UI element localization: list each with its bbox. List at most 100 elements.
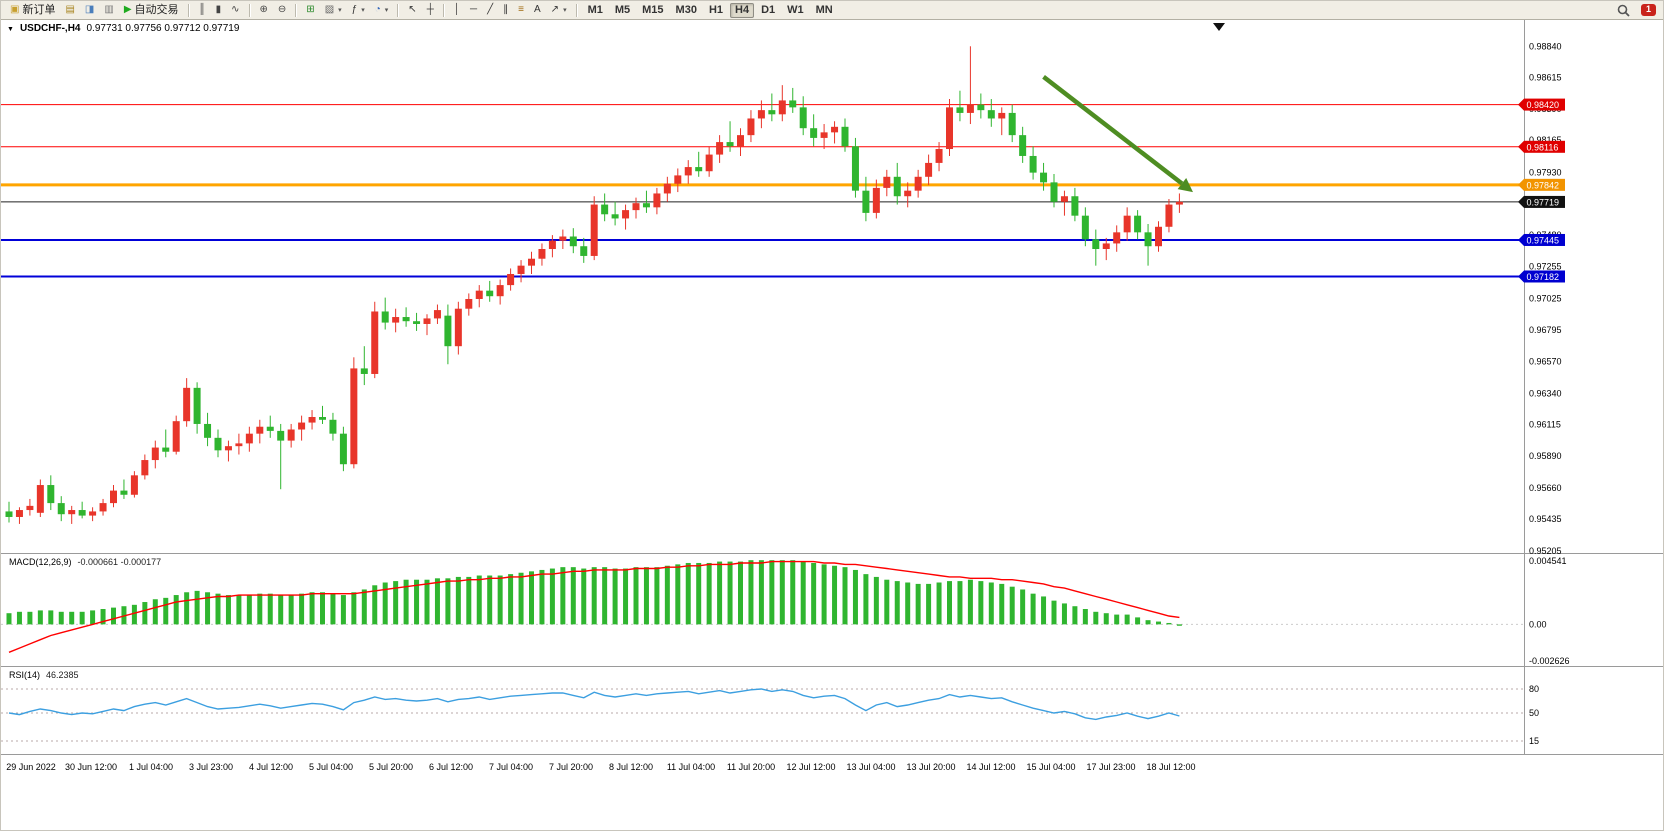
expand-icon[interactable]: ▼ — [7, 26, 14, 33]
svg-text:8 Jul 12:00: 8 Jul 12:00 — [609, 762, 653, 772]
timeframe-m5-button-label: M5 — [614, 3, 631, 16]
vertical-line-icon: │ — [453, 4, 461, 15]
toolbar-separator — [248, 3, 251, 17]
svg-text:5 Jul 20:00: 5 Jul 20:00 — [369, 762, 413, 772]
svg-text:0.98420: 0.98420 — [1527, 100, 1560, 110]
svg-text:0.97719: 0.97719 — [1527, 197, 1560, 207]
bar-chart-icon: ║ — [198, 4, 206, 15]
timeframe-m5-button[interactable]: M5 — [610, 3, 635, 18]
svg-text:0.98165: 0.98165 — [1529, 135, 1562, 145]
candlestick-chart-button[interactable]: ▮ — [212, 3, 226, 18]
trendline-button[interactable]: ╱ — [483, 3, 497, 18]
svg-text:0.98116: 0.98116 — [1527, 142, 1559, 152]
timeframe-w1-button[interactable]: W1 — [782, 3, 809, 18]
crosshair-icon: ┼ — [426, 4, 434, 15]
toolbar-separator — [295, 3, 298, 17]
horizontal-line-icon: ─ — [470, 4, 478, 15]
svg-text:0.96340: 0.96340 — [1529, 388, 1562, 398]
timeframe-mn-button-label: MN — [815, 3, 833, 16]
svg-text:0.95205: 0.95205 — [1529, 546, 1562, 556]
equidistant-channel-button[interactable]: ∥ — [499, 3, 512, 18]
market-watch-icon: ▥ — [104, 4, 114, 15]
search-button[interactable] — [1614, 3, 1633, 18]
horizontal-lines[interactable] — [1, 104, 1523, 278]
text-label-button[interactable]: A — [530, 3, 545, 18]
svg-text:0.97930: 0.97930 — [1529, 168, 1562, 178]
svg-text:30 Jun 12:00: 30 Jun 12:00 — [65, 762, 117, 772]
svg-text:1 Jul 04:00: 1 Jul 04:00 — [129, 762, 173, 772]
arrows-button[interactable]: ↗ ▾ — [547, 3, 571, 18]
templates-button[interactable]: ▨ ▾ — [321, 3, 346, 18]
svg-text:0.004541: 0.004541 — [1529, 556, 1567, 566]
macd-name: MACD(12,26,9) — [9, 557, 72, 567]
timeframe-m15-button[interactable]: M15 — [637, 3, 668, 18]
toolbar: ▣ 新订单 ▤ ◨ ▥ ▶ 自动交易 ║ ▮ ∿ ⊕ ⊖ ⊞ ▨ ▾ ƒ ▾ ◔ ▾ ↖ ┼ │ ─ ╱ ∥ ≡ A ↗ ▾ M1 M5 M1… — [1, 1, 1663, 20]
timeframe-mn-button[interactable]: MN — [811, 3, 838, 18]
cursor-icon: ↖ — [408, 4, 417, 15]
dropdown-caret-icon[interactable]: ▾ — [361, 6, 365, 14]
vertical-line-button[interactable]: │ — [450, 3, 464, 18]
svg-text:0.95890: 0.95890 — [1529, 451, 1562, 461]
svg-text:12 Jul 12:00: 12 Jul 12:00 — [786, 762, 835, 772]
svg-text:11 Jul 20:00: 11 Jul 20:00 — [727, 762, 775, 772]
timeframe-m1-button-label: M1 — [587, 3, 603, 16]
templates-icon: ▨ — [324, 4, 335, 15]
new-order-button[interactable]: ▣ 新订单 — [6, 3, 59, 18]
dropdown-caret-icon[interactable]: ▾ — [563, 6, 567, 14]
text-label-icon: A — [534, 4, 541, 15]
svg-text:7 Jul 20:00: 7 Jul 20:00 — [549, 762, 593, 772]
dropdown-caret-icon[interactable]: ▾ — [338, 6, 342, 14]
timeframe-m30-button[interactable]: M30 — [671, 3, 702, 18]
autotrade-button[interactable]: ▶ 自动交易 — [120, 3, 183, 18]
tile-windows-button[interactable]: ⊞ — [302, 3, 318, 18]
candles-layer — [5, 46, 1183, 524]
crosshair-button[interactable]: ┼ — [423, 3, 438, 18]
svg-text:0.97255: 0.97255 — [1529, 261, 1562, 271]
svg-text:80: 80 — [1529, 684, 1539, 694]
price-axis-flags: 0.98420 0.98116 0.97842 0.97719 0.97445 0.971… — [1518, 98, 1565, 283]
timeframe-h1-button-label: H1 — [708, 3, 724, 16]
svg-text:0.97445: 0.97445 — [1527, 235, 1560, 245]
timeframe-h1-button[interactable]: H1 — [704, 3, 728, 18]
shift-marker-icon[interactable] — [1213, 23, 1225, 31]
toolbar-separator — [397, 3, 400, 17]
search-icon — [1617, 4, 1630, 17]
zoom-out-button[interactable]: ⊖ — [274, 3, 290, 18]
indicators-icon: ƒ — [351, 4, 358, 15]
chart-window-button[interactable]: ▤ — [61, 3, 78, 18]
profiles-button[interactable]: ◨ — [81, 3, 98, 18]
autotrade-icon: ▶ — [123, 4, 132, 15]
svg-text:17 Jul 23:00: 17 Jul 23:00 — [1086, 762, 1135, 772]
svg-text:15 Jul 04:00: 15 Jul 04:00 — [1026, 762, 1075, 772]
timeframe-h4-button[interactable]: H4 — [730, 2, 755, 18]
svg-text:0.97842: 0.97842 — [1527, 180, 1560, 190]
svg-text:5 Jul 04:00: 5 Jul 04:00 — [309, 762, 353, 772]
timeframe-d1-button[interactable]: D1 — [756, 3, 780, 18]
indicators-button[interactable]: ƒ ▾ — [348, 3, 369, 18]
timeframe-h4-button-label: H4 — [735, 3, 750, 16]
zoom-in-icon: ⊕ — [259, 4, 268, 15]
market-watch-button[interactable]: ▥ — [100, 3, 117, 18]
svg-text:3 Jul 23:00: 3 Jul 23:00 — [189, 762, 233, 772]
line-chart-button[interactable]: ∿ — [227, 3, 243, 18]
chart-ohlc-values: 0.97731 0.97756 0.97712 0.97719 — [86, 23, 240, 34]
periods-button[interactable]: ◔ ▾ — [371, 3, 393, 18]
line-chart-icon: ∿ — [231, 4, 240, 15]
dropdown-caret-icon[interactable]: ▾ — [384, 6, 389, 14]
zoom-in-button[interactable]: ⊕ — [256, 3, 272, 18]
bar-chart-button[interactable]: ║ — [195, 3, 210, 18]
trend-arrow-annotation[interactable] — [1042, 75, 1193, 193]
svg-text:0.96115: 0.96115 — [1529, 420, 1561, 430]
toolbar-right: 1 — [1613, 3, 1659, 18]
svg-text:29 Jun 2022: 29 Jun 2022 — [6, 762, 56, 772]
fibonacci-button[interactable]: ≡ — [514, 3, 528, 18]
cursor-button[interactable]: ↖ — [404, 3, 420, 18]
timeframe-m15-button-label: M15 — [642, 3, 664, 16]
timeframe-m1-button[interactable]: M1 — [583, 3, 608, 18]
notification-badge[interactable]: 1 — [1640, 4, 1656, 16]
toolbar-buttons: ▣ 新订单 ▤ ◨ ▥ ▶ 自动交易 ║ ▮ ∿ ⊕ ⊖ ⊞ ▨ ▾ ƒ ▾ ◔ ▾ ↖ ┼ │ ─ ╱ ∥ ≡ A ↗ ▾ M1 M5 M1… — [5, 2, 1613, 18]
svg-text:0.95660: 0.95660 — [1529, 483, 1562, 493]
horizontal-line-button[interactable]: ─ — [466, 3, 481, 18]
